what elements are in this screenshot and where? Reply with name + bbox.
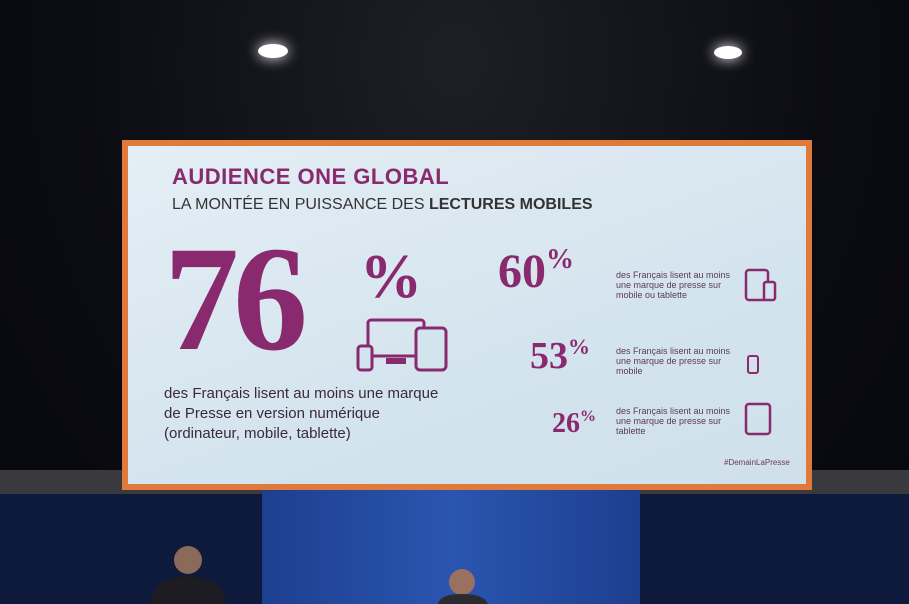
description-line: une marque de presse sur (616, 356, 722, 366)
description-line: mobile (616, 366, 643, 376)
description-line: (ordinateur, mobile, tablette) (164, 425, 351, 442)
speaker (438, 569, 488, 604)
slide-subtitle: LA MONTÉE EN PUISSANCE DES LECTURES MOBI… (172, 196, 593, 214)
description-line: une marque de presse sur (616, 416, 722, 426)
phone-icon (747, 355, 759, 374)
slide-title: AUDIENCE ONE GLOBAL (172, 164, 450, 189)
hashtag: #DemainLaPresse (724, 458, 790, 467)
description-line: des Français lisent au moins (616, 346, 731, 356)
stat-value: 26% (552, 408, 596, 440)
stat-unit: % (568, 334, 590, 359)
subtitle-text: LA MONTÉE EN PUISSANCE DES (172, 196, 425, 213)
subtitle-emphasis: LECTURES MOBILES (428, 196, 593, 213)
stat-description: des Français lisent au moins une marque … (616, 346, 730, 376)
description-line: mobile ou tablette (616, 290, 688, 300)
main-stat-value: 76 (164, 216, 308, 382)
stat-number: 60 (498, 245, 546, 298)
stat-value: 60% (498, 244, 574, 299)
stat-number: 26 (552, 408, 580, 439)
main-stat-description: des Français lisent au moins une marque … (164, 384, 438, 444)
tablet-icon (744, 402, 772, 436)
stat-description: des Français lisent au moins une marque … (616, 406, 730, 436)
description-line: tablette (616, 426, 646, 436)
description-line: des Français lisent au moins une marque (164, 385, 439, 402)
slide: AUDIENCE ONE GLOBAL LA MONTÉE EN PUISSAN… (122, 140, 812, 490)
stat-unit: % (580, 408, 596, 425)
ceiling-light (714, 46, 742, 59)
ceiling-light (258, 44, 288, 58)
description-line: de Presse en version numérique (164, 405, 380, 422)
stat-value: 53% (530, 334, 590, 378)
main-stat-unit: % (360, 243, 422, 311)
devices-icon (356, 318, 448, 372)
description-line: des Français lisent au moins (616, 406, 731, 416)
tablet-phone-icon (744, 268, 777, 302)
stat-description: des Français lisent au moins une marque … (616, 270, 730, 300)
description-line: des Français lisent au moins (616, 270, 731, 280)
description-line: une marque de presse sur (616, 280, 722, 290)
speaker (150, 546, 226, 604)
stat-number: 53 (530, 335, 568, 377)
stat-unit: % (546, 244, 574, 275)
